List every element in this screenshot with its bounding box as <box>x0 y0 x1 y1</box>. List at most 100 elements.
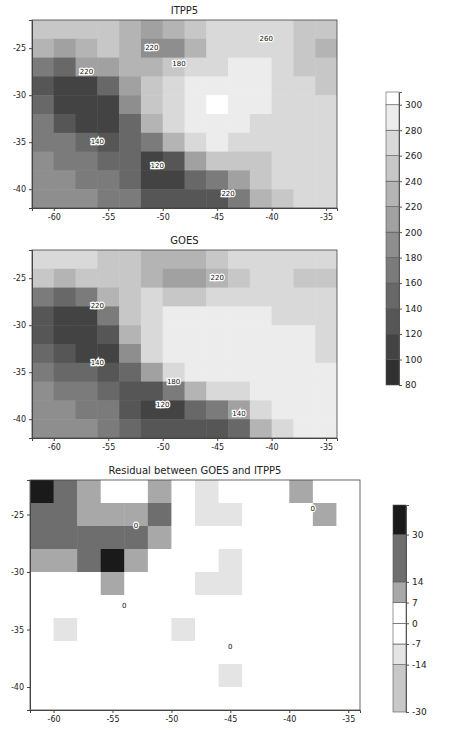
cell <box>101 618 125 642</box>
tick: -60 <box>48 208 61 222</box>
cell <box>293 39 315 58</box>
tick: -30 <box>13 91 32 100</box>
cell <box>30 641 54 665</box>
cell <box>171 480 195 504</box>
cell <box>336 480 360 504</box>
cell <box>54 152 76 171</box>
cell <box>101 549 125 573</box>
cell <box>315 344 337 363</box>
cell <box>293 133 315 152</box>
cell <box>141 20 163 39</box>
cell <box>206 363 228 382</box>
cell <box>185 95 207 114</box>
tick-label: 140 <box>405 304 422 314</box>
cell <box>336 572 360 596</box>
tick-mark <box>54 710 55 713</box>
cell <box>206 170 228 189</box>
cell <box>97 20 119 39</box>
tick-label: -30 <box>13 91 26 100</box>
tick: 120 <box>399 329 422 339</box>
cell <box>148 572 172 596</box>
cell <box>336 503 360 527</box>
colorbar-band <box>386 309 399 334</box>
cell <box>228 363 250 382</box>
cell <box>185 20 207 39</box>
cell <box>219 572 243 596</box>
cell <box>293 344 315 363</box>
tick-mark <box>113 710 114 713</box>
cell <box>272 20 294 39</box>
cell <box>250 170 272 189</box>
cell <box>76 325 98 344</box>
tick: 7 <box>406 598 418 608</box>
cell <box>313 664 337 688</box>
cell <box>250 288 272 307</box>
tick-mark <box>399 181 402 182</box>
cell <box>250 419 272 438</box>
contour-label: 260 <box>260 35 273 43</box>
cell <box>219 595 243 619</box>
cell <box>315 269 337 288</box>
cell <box>266 572 290 596</box>
tick: 160 <box>399 278 422 288</box>
cell <box>32 133 54 152</box>
tick-label: -25 <box>13 274 26 283</box>
cell <box>293 325 315 344</box>
tick-label: 260 <box>405 151 422 161</box>
cell <box>77 572 101 596</box>
tick-mark <box>29 278 32 279</box>
tick-label: -55 <box>106 715 119 724</box>
tick: -30 <box>406 707 427 717</box>
cell <box>185 39 207 58</box>
tick-label: -35 <box>13 138 26 147</box>
cell <box>97 58 119 77</box>
cell <box>163 306 185 325</box>
cell <box>54 595 78 619</box>
x-axis: -60-55-50-45-40-35 <box>31 710 361 724</box>
cell <box>315 250 337 269</box>
cell <box>336 687 360 710</box>
cell <box>141 344 163 363</box>
cell <box>185 189 207 208</box>
cell <box>163 325 185 344</box>
cell <box>163 288 185 307</box>
cell <box>293 363 315 382</box>
cell <box>289 687 313 710</box>
cell <box>32 400 54 419</box>
cell <box>315 20 337 39</box>
tick: -55 <box>102 438 115 452</box>
cell <box>293 170 315 189</box>
tick: -35 <box>320 438 333 452</box>
cell <box>272 363 294 382</box>
tick: 30 <box>406 530 424 540</box>
cell <box>185 288 207 307</box>
cell <box>54 480 78 504</box>
cell <box>76 419 98 438</box>
cell <box>76 400 98 419</box>
tick-label: -50 <box>157 213 170 222</box>
cell <box>228 58 250 77</box>
tick-mark <box>406 535 409 536</box>
cell <box>195 687 219 710</box>
tick-label: -45 <box>211 213 224 222</box>
contour-label: 220 <box>80 68 93 76</box>
cell <box>124 687 148 710</box>
cell <box>148 595 172 619</box>
tick-label: -40 <box>11 683 24 692</box>
tick-mark <box>399 130 402 131</box>
contour-label: 140 <box>91 359 104 367</box>
cell <box>148 687 172 710</box>
tick-label: -7 <box>412 639 421 649</box>
cell <box>313 572 337 596</box>
cell <box>289 664 313 688</box>
axis-line <box>29 251 33 439</box>
cell <box>54 269 76 288</box>
cell <box>242 572 266 596</box>
tick: -30 <box>11 568 30 577</box>
cell <box>289 526 313 550</box>
cell <box>54 306 76 325</box>
cell <box>219 526 243 550</box>
cell <box>250 344 272 363</box>
cell <box>266 526 290 550</box>
cell <box>141 250 163 269</box>
